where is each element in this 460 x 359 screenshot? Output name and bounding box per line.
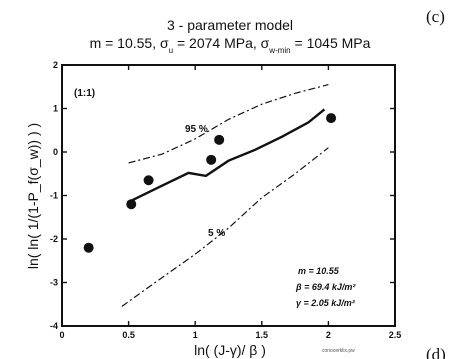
model-fit-line — [130, 108, 326, 202]
param-m: m = 10.55 — [298, 266, 340, 276]
x-axis-ticks: 0 0.5 1 1.5 2 2.5 — [59, 65, 401, 340]
x-tick-label: 2 — [326, 330, 331, 340]
chart-subtitle: m = 10.55, σu = 2074 MPa, σw-min = 1045 … — [90, 35, 371, 55]
upper-confidence-band — [128, 84, 329, 164]
x-tick-label: 0.5 — [122, 330, 135, 340]
y-axis-label: ln( ln( 1/(1-P_f(σ_w)) ) ) — [25, 123, 41, 269]
x-tick-label: 2.5 — [389, 330, 402, 340]
data-point — [143, 175, 154, 186]
y-tick-label: -4 — [50, 321, 58, 331]
watermark: conocerklix.pw — [322, 348, 355, 354]
panel-label: (1:1) — [74, 88, 95, 99]
param-gamma: γ = 2.05 kJ/m² — [296, 298, 356, 308]
data-point — [126, 199, 137, 210]
x-tick-label: 1 — [193, 330, 198, 340]
upper-band-label: 95 % — [185, 124, 208, 135]
data-points — [83, 113, 337, 253]
panel-letter-top: (c) — [426, 7, 445, 26]
data-point — [83, 242, 94, 253]
lower-band-label: 5 % — [208, 228, 225, 239]
x-tick-label: 1.5 — [256, 330, 269, 340]
chart-title: 3 - parameter model — [167, 17, 293, 33]
y-tick-label: -2 — [50, 234, 58, 244]
y-tick-label: 2 — [53, 60, 58, 70]
param-beta: β = 69.4 kJ/m² — [295, 282, 356, 292]
y-tick-label: -3 — [50, 278, 58, 288]
x-axis-label: ln( (J-γ)/ β ) — [194, 342, 266, 358]
data-point — [326, 113, 337, 124]
data-point — [214, 134, 225, 145]
y-tick-label: 0 — [53, 147, 58, 157]
y-tick-label: -1 — [50, 191, 58, 201]
panel-letter-bottom: (d) — [426, 345, 446, 359]
lower-confidence-band — [121, 147, 329, 307]
y-tick-label: 1 — [53, 104, 58, 114]
x-tick-label: 0 — [59, 330, 64, 340]
y-axis-ticks: -4 -3 -2 -1 0 1 2 — [50, 60, 395, 331]
data-point — [206, 154, 217, 165]
